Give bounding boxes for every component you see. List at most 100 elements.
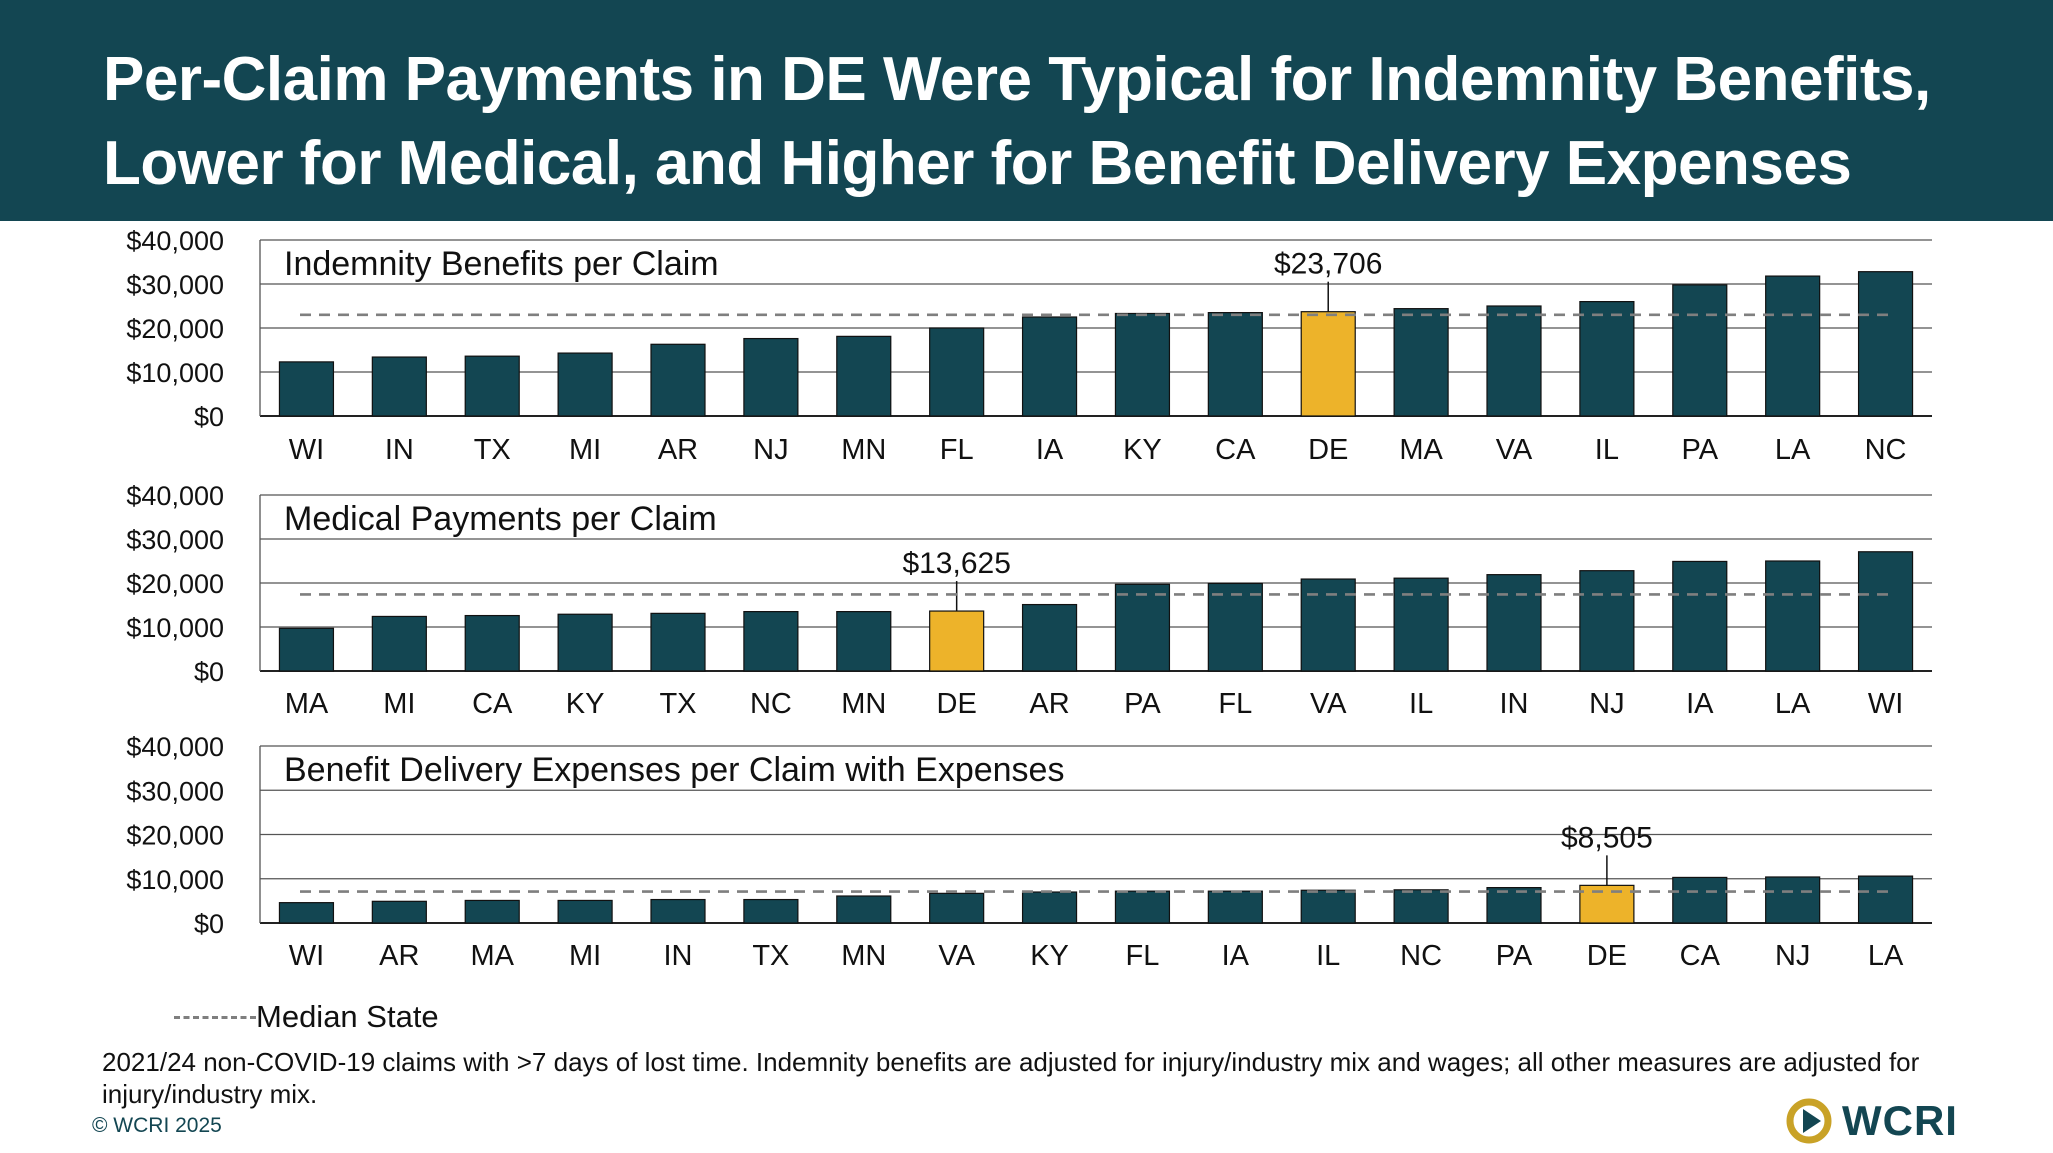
x-tick-label: NC	[1400, 940, 1442, 972]
bar-highlight	[1300, 311, 1356, 417]
panel-title: Benefit Delivery Expenses per Claim with…	[284, 751, 1064, 789]
y-tick-label: $20,000	[126, 314, 224, 344]
x-tick-label: IN	[385, 434, 414, 466]
y-tick-label: $10,000	[126, 865, 224, 895]
bar	[1114, 890, 1171, 924]
y-tick-label: $0	[194, 909, 224, 939]
x-tick-label: TX	[752, 940, 789, 972]
x-tick-label: AR	[1029, 688, 1069, 720]
x-tick-label: MI	[569, 940, 601, 972]
x-tick-label: AR	[379, 940, 419, 972]
bar	[836, 895, 892, 924]
bar	[557, 352, 613, 417]
x-tick-label: MN	[841, 940, 886, 972]
panel-title: Medical Payments per Claim	[284, 500, 717, 538]
bar	[278, 627, 335, 672]
bar	[1486, 886, 1542, 924]
x-tick-label: NC	[1865, 434, 1907, 466]
y-tick-label: $40,000	[126, 732, 224, 762]
x-tick-label: IA	[1036, 434, 1064, 466]
y-tick-label: $40,000	[126, 226, 224, 256]
data-label: $8,505	[1561, 821, 1653, 854]
bar	[557, 613, 613, 672]
x-tick-label: WI	[1868, 688, 1903, 720]
x-tick-label: LA	[1868, 940, 1904, 972]
x-tick-label: MA	[285, 688, 329, 720]
bar	[1393, 308, 1449, 417]
y-tick-label: $20,000	[126, 821, 224, 851]
y-tick-label: $30,000	[126, 270, 224, 300]
x-tick-label: MI	[383, 688, 415, 720]
bar	[464, 899, 520, 924]
x-tick-label: KY	[1030, 940, 1069, 972]
legend-label: Median State	[256, 999, 439, 1034]
x-tick-label: NJ	[1589, 688, 1624, 720]
title-line-1: Per-Claim Payments in DE Were Typical fo…	[103, 45, 1931, 114]
bar	[1207, 890, 1263, 924]
median-line-swatch	[174, 1015, 256, 1019]
bar	[1300, 889, 1356, 924]
bar	[371, 900, 427, 924]
logo-mark-icon	[1786, 1098, 1832, 1144]
bar	[1486, 574, 1542, 672]
y-tick-label: $0	[194, 402, 224, 432]
bar	[1765, 275, 1821, 417]
bar	[1857, 875, 1914, 924]
bar	[1021, 316, 1078, 417]
bar	[371, 356, 427, 417]
bar	[1857, 551, 1914, 672]
x-tick-label: MA	[1399, 434, 1443, 466]
bar	[836, 610, 892, 672]
legend: Median State	[174, 994, 439, 1040]
x-tick-label: FL	[940, 434, 974, 466]
x-tick-label: NJ	[753, 434, 788, 466]
x-tick-label: KY	[566, 688, 605, 720]
bar	[929, 327, 985, 417]
bar	[1393, 577, 1449, 672]
x-tick-label: IL	[1595, 434, 1619, 466]
x-tick-label: WI	[289, 940, 324, 972]
bar	[464, 355, 520, 417]
bar	[743, 337, 799, 417]
page-title: Per-Claim Payments in DE Were Typical fo…	[103, 38, 2003, 206]
bar	[1765, 876, 1821, 924]
x-tick-label: MN	[841, 434, 886, 466]
title-banner: Per-Claim Payments in DE Were Typical fo…	[0, 0, 2053, 221]
y-tick-label: $30,000	[126, 525, 224, 555]
panel-title: Indemnity Benefits per Claim	[284, 245, 719, 283]
bar	[1207, 582, 1263, 672]
bar	[929, 892, 985, 924]
x-tick-label: VA	[1310, 688, 1347, 720]
bar	[1672, 876, 1728, 924]
x-tick-label: PA	[1496, 940, 1533, 972]
x-tick-label: PA	[1124, 688, 1161, 720]
bar-highlight	[929, 610, 985, 672]
x-tick-label: IA	[1686, 688, 1714, 720]
x-tick-label: CA	[472, 688, 513, 720]
x-tick-label: DE	[1308, 434, 1348, 466]
x-tick-label: VA	[938, 940, 975, 972]
bar	[1114, 312, 1171, 417]
y-tick-label: $0	[194, 657, 224, 687]
x-tick-label: DE	[1587, 940, 1627, 972]
bar	[743, 898, 799, 924]
bar	[1486, 305, 1542, 417]
bar	[1114, 583, 1171, 672]
x-tick-label: CA	[1680, 940, 1721, 972]
x-tick-label: IN	[664, 940, 693, 972]
x-tick-label: TX	[474, 434, 511, 466]
x-tick-label: CA	[1215, 434, 1256, 466]
bar	[278, 902, 335, 924]
logo-text: WCRI	[1842, 1097, 1958, 1144]
x-tick-label: LA	[1775, 688, 1811, 720]
bar	[1579, 570, 1635, 672]
bar-highlight	[1579, 884, 1635, 924]
copyright: © WCRI 2025	[92, 1114, 222, 1137]
x-tick-label: TX	[659, 688, 696, 720]
x-tick-label: FL	[1126, 940, 1160, 972]
bar	[1672, 560, 1728, 672]
x-tick-label: WI	[289, 434, 324, 466]
x-tick-label: MI	[569, 434, 601, 466]
x-tick-label: NJ	[1775, 940, 1810, 972]
